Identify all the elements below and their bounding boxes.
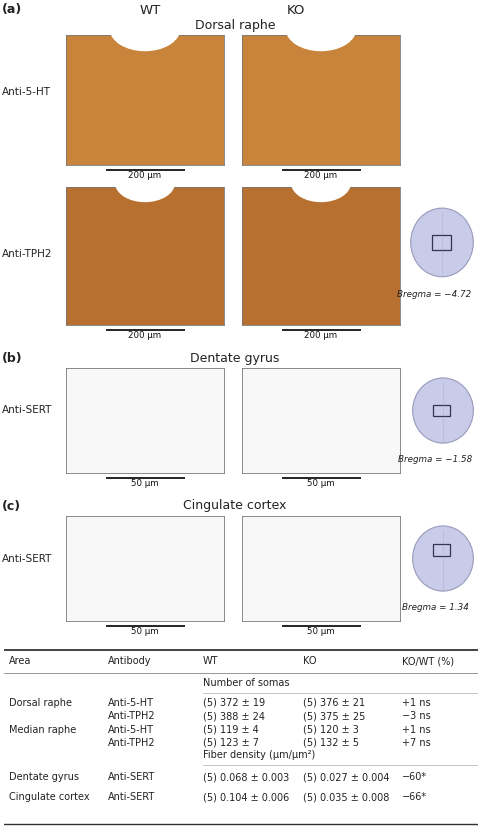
Text: 50 μm: 50 μm	[131, 478, 158, 488]
Ellipse shape	[115, 163, 175, 202]
Text: (b): (b)	[2, 351, 23, 365]
Text: (c): (c)	[2, 499, 21, 513]
Text: Cingulate cortex: Cingulate cortex	[9, 792, 89, 802]
Text: (5) 119 ± 4: (5) 119 ± 4	[203, 725, 258, 735]
Text: (a): (a)	[2, 3, 22, 17]
Text: (5) 372 ± 19: (5) 372 ± 19	[203, 698, 264, 708]
Text: KO: KO	[302, 656, 315, 666]
Ellipse shape	[290, 163, 350, 202]
Text: WT: WT	[203, 656, 218, 666]
Text: (5) 375 ± 25: (5) 375 ± 25	[302, 711, 364, 722]
Text: 200 μm: 200 μm	[128, 331, 161, 339]
Ellipse shape	[410, 208, 472, 277]
Text: Anti-TPH2: Anti-TPH2	[2, 249, 52, 259]
Text: Number of somas: Number of somas	[203, 678, 289, 688]
Text: (5) 388 ± 24: (5) 388 ± 24	[203, 711, 264, 722]
Text: Bregma = −4.72: Bregma = −4.72	[396, 289, 470, 298]
Text: Anti-5-HT: Anti-5-HT	[2, 87, 51, 97]
Text: Anti-TPH2: Anti-TPH2	[108, 737, 156, 747]
Text: (5) 0.104 ± 0.006: (5) 0.104 ± 0.006	[203, 792, 289, 802]
Text: (5) 376 ± 21: (5) 376 ± 21	[302, 698, 364, 708]
Text: Anti-SERT: Anti-SERT	[108, 792, 155, 802]
Bar	[431, 235, 450, 251]
Text: −66*: −66*	[401, 792, 426, 802]
Text: 50 μm: 50 μm	[307, 478, 334, 488]
Text: Anti-SERT: Anti-SERT	[2, 405, 52, 415]
Text: Anti-5-HT: Anti-5-HT	[108, 725, 154, 735]
Text: (5) 0.027 ± 0.004: (5) 0.027 ± 0.004	[302, 772, 388, 782]
Ellipse shape	[109, 6, 180, 51]
Text: Bregma = 1.34: Bregma = 1.34	[401, 603, 468, 613]
Text: 200 μm: 200 μm	[304, 331, 337, 339]
Text: 50 μm: 50 μm	[307, 627, 334, 635]
Text: Median raphe: Median raphe	[9, 725, 76, 735]
Text: Area: Area	[9, 656, 31, 666]
Text: Antibody: Antibody	[108, 656, 152, 666]
Text: 200 μm: 200 μm	[304, 171, 337, 179]
Bar	[432, 405, 449, 416]
Ellipse shape	[412, 378, 472, 443]
Text: WT: WT	[140, 3, 161, 17]
Bar	[432, 545, 449, 556]
Text: (5) 132 ± 5: (5) 132 ± 5	[302, 737, 358, 747]
Text: Cingulate cortex: Cingulate cortex	[183, 499, 286, 513]
Ellipse shape	[285, 6, 356, 51]
Ellipse shape	[412, 526, 472, 591]
Text: Dentate gyrus: Dentate gyrus	[9, 772, 79, 782]
Text: 50 μm: 50 μm	[131, 627, 158, 635]
Text: −3 ns: −3 ns	[401, 711, 430, 722]
Text: KO: KO	[287, 3, 305, 17]
Text: (5) 123 ± 7: (5) 123 ± 7	[203, 737, 259, 747]
Text: Anti-TPH2: Anti-TPH2	[108, 711, 156, 722]
Text: (5) 0.068 ± 0.003: (5) 0.068 ± 0.003	[203, 772, 289, 782]
Text: +7 ns: +7 ns	[401, 737, 430, 747]
Text: −60*: −60*	[401, 772, 426, 782]
Text: Bregma = −1.58: Bregma = −1.58	[397, 456, 471, 464]
Text: Dorsal raphe: Dorsal raphe	[194, 19, 275, 33]
Text: (5) 120 ± 3: (5) 120 ± 3	[302, 725, 358, 735]
Text: KO/WT (%): KO/WT (%)	[401, 656, 453, 666]
Text: Anti-5-HT: Anti-5-HT	[108, 698, 154, 708]
Text: 200 μm: 200 μm	[128, 171, 161, 179]
Text: Anti-SERT: Anti-SERT	[2, 554, 52, 564]
Text: (5) 0.035 ± 0.008: (5) 0.035 ± 0.008	[302, 792, 388, 802]
Text: +1 ns: +1 ns	[401, 698, 430, 708]
Text: Dentate gyrus: Dentate gyrus	[190, 351, 279, 365]
Text: +1 ns: +1 ns	[401, 725, 430, 735]
Text: Fiber density (μm/μm²): Fiber density (μm/μm²)	[203, 750, 315, 760]
Text: Anti-SERT: Anti-SERT	[108, 772, 155, 782]
Text: Dorsal raphe: Dorsal raphe	[9, 698, 72, 708]
